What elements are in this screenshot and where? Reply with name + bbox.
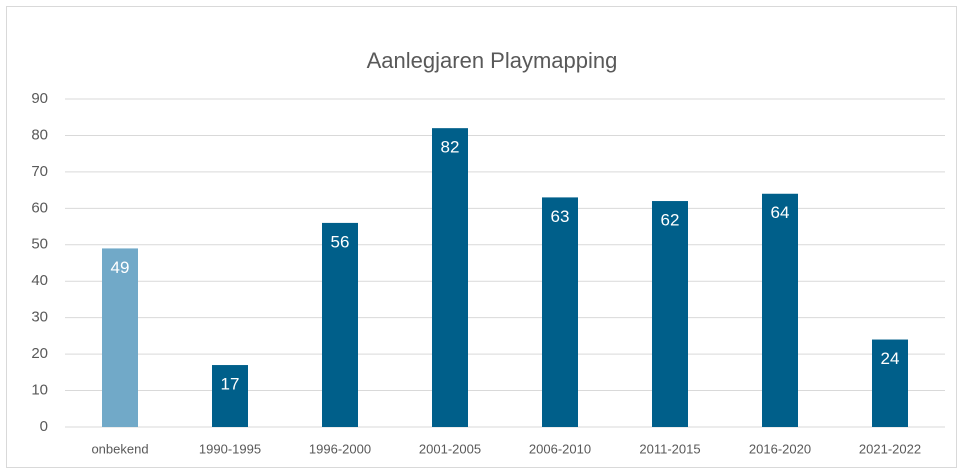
data-label: 17 — [221, 375, 240, 394]
x-tick-label: 2011-2015 — [639, 441, 700, 456]
y-tick-label: 10 — [31, 382, 48, 399]
chart-border — [6, 6, 957, 468]
x-tick-label: 1996-2000 — [309, 441, 371, 456]
y-tick-label: 80 — [31, 126, 48, 143]
data-label: 63 — [551, 207, 570, 226]
y-tick-label: 40 — [31, 272, 48, 289]
x-tick-label: 2001-2005 — [419, 441, 481, 456]
bar — [542, 197, 578, 427]
chart-title: Aanlegjaren Playmapping — [367, 48, 618, 73]
x-tick-label: 2021-2022 — [859, 441, 921, 456]
data-label: 49 — [111, 258, 130, 277]
bar — [322, 222, 358, 427]
y-tick-label: 0 — [40, 418, 48, 435]
bar — [212, 365, 248, 427]
bar — [432, 128, 468, 427]
y-tick-label: 60 — [31, 199, 48, 216]
x-tick-label: onbekend — [91, 441, 148, 456]
bar — [872, 339, 908, 427]
x-tick-label: 1990-1995 — [199, 441, 261, 456]
bar — [652, 201, 688, 427]
y-tick-label: 90 — [31, 90, 48, 107]
data-label: 56 — [331, 232, 350, 251]
y-tick-label: 30 — [31, 309, 48, 326]
bar — [102, 248, 138, 427]
x-tick-label: 2016-2020 — [749, 441, 811, 456]
x-tick-label: 2006-2010 — [529, 441, 591, 456]
data-label: 82 — [441, 138, 460, 157]
data-label: 62 — [661, 211, 680, 230]
data-label: 64 — [771, 203, 790, 222]
y-tick-label: 20 — [31, 345, 48, 362]
data-label: 24 — [881, 349, 900, 368]
bar — [762, 193, 798, 427]
y-tick-label: 50 — [31, 236, 48, 253]
y-tick-label: 70 — [31, 163, 48, 180]
